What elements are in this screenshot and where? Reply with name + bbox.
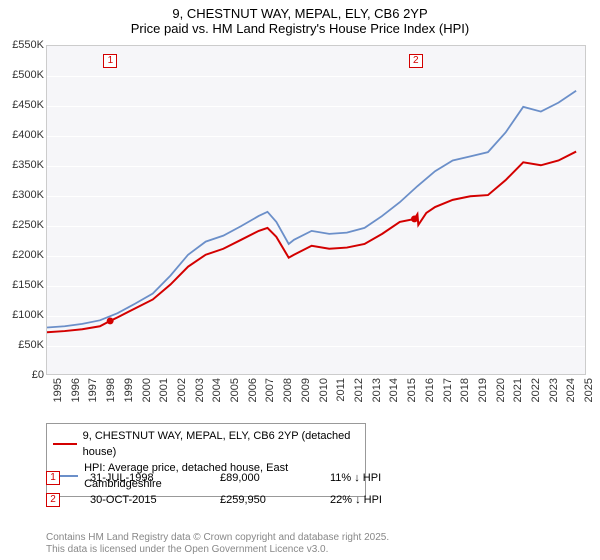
table-row: 1 31-JUL-1998 £89,000 11% ↓ HPI: [46, 467, 440, 489]
series-price_paid: [47, 152, 576, 333]
x-tick-label: 2002: [176, 378, 188, 418]
x-tick-label: 2024: [565, 378, 577, 418]
x-tick-label: 2011: [335, 378, 347, 418]
chart-container: 9, CHESTNUT WAY, MEPAL, ELY, CB6 2YP Pri…: [0, 0, 600, 560]
x-tick-label: 2025: [583, 378, 595, 418]
y-tick-label: £500K: [2, 69, 44, 81]
y-tick-label: £200K: [2, 249, 44, 261]
title-address: 9, CHESTNUT WAY, MEPAL, ELY, CB6 2YP: [0, 6, 600, 21]
x-tick-label: 1997: [87, 378, 99, 418]
x-tick-label: 2020: [495, 378, 507, 418]
x-tick-label: 2010: [318, 378, 330, 418]
y-tick-label: £0: [2, 369, 44, 381]
y-tick-label: £300K: [2, 189, 44, 201]
attribution: Contains HM Land Registry data © Crown c…: [46, 532, 389, 556]
x-tick-label: 2019: [477, 378, 489, 418]
x-tick-label: 2007: [264, 378, 276, 418]
attribution-line: Contains HM Land Registry data © Crown c…: [46, 532, 389, 544]
x-tick-label: 2023: [548, 378, 560, 418]
x-tick-label: 2016: [424, 378, 436, 418]
sale-pct: 22% ↓ HPI: [330, 494, 440, 506]
x-tick-label: 1998: [105, 378, 117, 418]
sale-marker-badge: 2: [46, 493, 60, 507]
table-row: 2 30-OCT-2015 £259,950 22% ↓ HPI: [46, 489, 440, 511]
y-tick-label: £150K: [2, 279, 44, 291]
y-tick-label: £250K: [2, 219, 44, 231]
y-tick-label: £550K: [2, 39, 44, 51]
x-tick-label: 1995: [52, 378, 64, 418]
y-tick-label: £350K: [2, 159, 44, 171]
sale-marker-flag: 2: [409, 54, 423, 68]
x-tick-label: 2014: [388, 378, 400, 418]
x-tick-label: 2015: [406, 378, 418, 418]
x-tick-label: 2017: [442, 378, 454, 418]
x-tick-label: 2012: [353, 378, 365, 418]
attribution-line: This data is licensed under the Open Gov…: [46, 544, 389, 556]
y-tick-label: £100K: [2, 309, 44, 321]
title-block: 9, CHESTNUT WAY, MEPAL, ELY, CB6 2YP Pri…: [0, 0, 600, 38]
x-tick-label: 2000: [141, 378, 153, 418]
x-tick-label: 2004: [211, 378, 223, 418]
y-tick-label: £50K: [2, 339, 44, 351]
x-tick-label: 1996: [70, 378, 82, 418]
sale-price: £259,950: [220, 494, 330, 506]
plot-area: 12: [46, 45, 586, 375]
sale-date: 30-OCT-2015: [90, 494, 220, 506]
y-tick-label: £400K: [2, 129, 44, 141]
title-subtitle: Price paid vs. HM Land Registry's House …: [0, 21, 600, 36]
x-tick-label: 2021: [512, 378, 524, 418]
sale-price: £89,000: [220, 472, 330, 484]
x-tick-label: 2022: [530, 378, 542, 418]
sale-dot: [107, 317, 114, 324]
sale-date: 31-JUL-1998: [90, 472, 220, 484]
x-tick-label: 2013: [371, 378, 383, 418]
x-tick-label: 2009: [300, 378, 312, 418]
x-tick-label: 2006: [247, 378, 259, 418]
legend-item: 9, CHESTNUT WAY, MEPAL, ELY, CB6 2YP (de…: [53, 428, 359, 460]
x-tick-label: 2008: [282, 378, 294, 418]
x-tick-label: 2001: [158, 378, 170, 418]
sale-dot: [411, 215, 418, 222]
x-tick-label: 2005: [229, 378, 241, 418]
legend-label: 9, CHESTNUT WAY, MEPAL, ELY, CB6 2YP (de…: [83, 428, 359, 460]
sale-pct: 11% ↓ HPI: [330, 472, 440, 484]
series-hpi: [47, 91, 576, 328]
sale-marker-flag: 1: [103, 54, 117, 68]
sales-table: 1 31-JUL-1998 £89,000 11% ↓ HPI 2 30-OCT…: [46, 467, 440, 511]
sale-marker-badge: 1: [46, 471, 60, 485]
legend-swatch: [53, 443, 77, 445]
x-tick-label: 1999: [123, 378, 135, 418]
y-tick-label: £450K: [2, 99, 44, 111]
x-tick-label: 2018: [459, 378, 471, 418]
line-series: [47, 46, 585, 374]
x-tick-label: 2003: [194, 378, 206, 418]
